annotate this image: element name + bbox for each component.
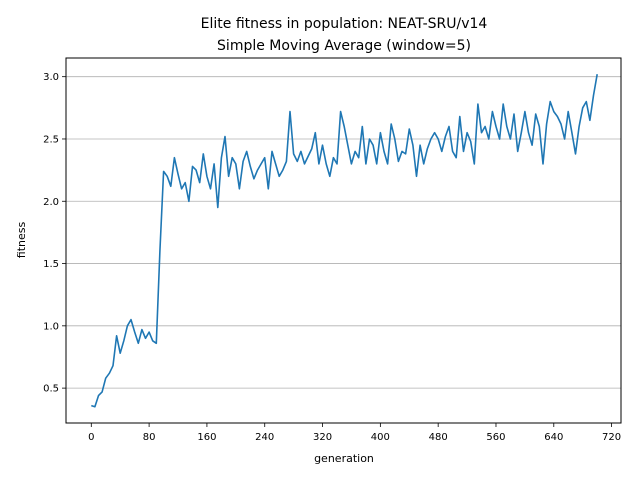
gridlines [66, 76, 621, 389]
x-tick-label: 720 [602, 432, 621, 443]
x-tick-label: 560 [486, 432, 505, 443]
x-tick-label: 640 [544, 432, 563, 443]
axes-frame [65, 57, 622, 424]
chart-subtitle: Simple Moving Average (window=5) [217, 38, 471, 54]
y-tick-label: 2.0 [43, 197, 59, 208]
x-tick-label: 0 [88, 432, 94, 443]
chart-title: Elite fitness in population: NEAT-SRU/v1… [201, 16, 488, 32]
y-axis-label: fitness [15, 222, 28, 259]
y-axis: 0.5 1.0 1.5 2.0 2.5 3.0 [43, 72, 66, 395]
x-tick-label: 240 [255, 432, 274, 443]
y-tick-label: 3.0 [43, 72, 59, 83]
y-tick-label: 2.5 [43, 134, 59, 145]
y-tick-label: 1.5 [43, 259, 59, 270]
x-tick-label: 80 [143, 432, 156, 443]
x-tick-label: 480 [429, 432, 448, 443]
y-tick-label: 1.0 [43, 321, 59, 332]
x-tick-label: 320 [313, 432, 332, 443]
x-axis-label: generation [314, 452, 374, 465]
plot-area [91, 74, 598, 408]
x-tick-label: 160 [197, 432, 216, 443]
x-axis: 0 80 160 240 320 400 480 560 640 720 [88, 423, 621, 443]
series-line [91, 74, 598, 408]
y-tick-label: 0.5 [43, 384, 59, 395]
x-tick-label: 400 [371, 432, 390, 443]
